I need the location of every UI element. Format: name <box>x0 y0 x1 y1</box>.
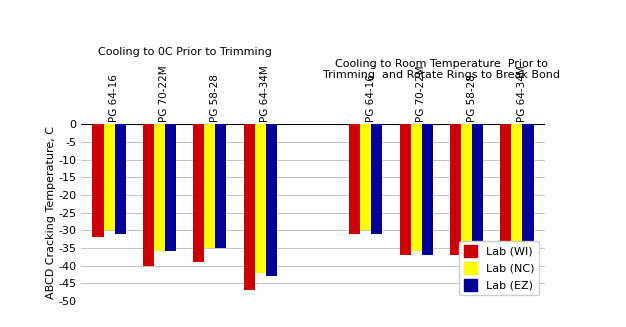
Text: PG 64-34M: PG 64-34M <box>517 66 527 123</box>
Bar <box>349 124 361 234</box>
Bar <box>422 124 433 255</box>
Y-axis label: ABCD Cracking Temperature, C: ABCD Cracking Temperature, C <box>46 126 56 299</box>
Bar <box>361 124 371 230</box>
Bar <box>93 124 103 237</box>
Bar <box>523 124 533 280</box>
Bar <box>204 124 215 248</box>
Text: PG 70-22M: PG 70-22M <box>416 66 426 123</box>
Text: PG 64-34M: PG 64-34M <box>260 66 270 123</box>
Bar <box>461 124 472 251</box>
Text: Cooling to Room Temperature  Prior to
Trimming  and Rotate Rings to Break Bond: Cooling to Room Temperature Prior to Tri… <box>323 59 560 80</box>
Bar <box>450 124 461 255</box>
Bar <box>411 124 422 251</box>
Text: PG 58-28: PG 58-28 <box>466 75 476 123</box>
Text: PG 58-28: PG 58-28 <box>210 75 220 123</box>
Bar <box>143 124 154 266</box>
Bar <box>255 124 265 273</box>
Bar <box>472 124 483 255</box>
Bar <box>511 124 523 280</box>
Bar <box>371 124 382 234</box>
Bar <box>265 124 277 276</box>
Text: PG 70-22M: PG 70-22M <box>160 66 170 123</box>
Bar <box>115 124 126 234</box>
Text: Cooling to 0C Prior to Trimming: Cooling to 0C Prior to Trimming <box>98 47 272 57</box>
Bar <box>165 124 176 251</box>
Bar <box>500 124 511 276</box>
Text: PG 64-16: PG 64-16 <box>366 75 376 123</box>
Bar <box>399 124 411 255</box>
Text: PG 64-16: PG 64-16 <box>109 75 119 123</box>
Bar <box>244 124 255 290</box>
Bar <box>215 124 227 248</box>
Bar <box>193 124 204 262</box>
Bar <box>103 124 115 230</box>
Legend: Lab (WI), Lab (NC), Lab (EZ): Lab (WI), Lab (NC), Lab (EZ) <box>459 241 539 295</box>
Bar <box>154 124 165 251</box>
